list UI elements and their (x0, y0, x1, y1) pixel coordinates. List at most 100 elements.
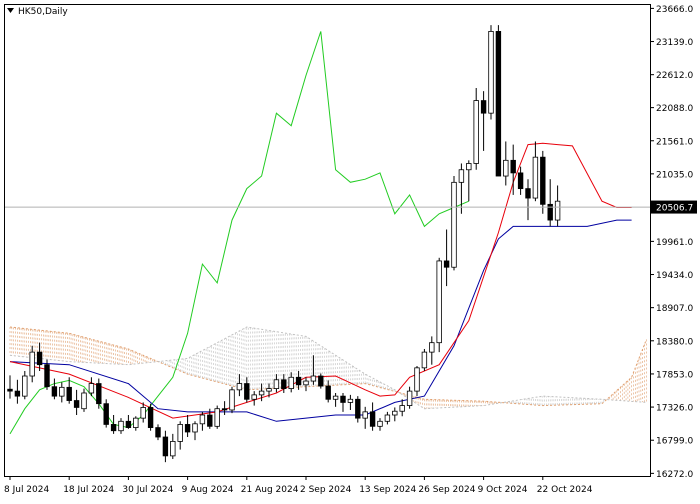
candle-body (88, 383, 95, 394)
candle-body (44, 364, 50, 388)
x-tick-label: 18 Jul 2024 (63, 485, 114, 495)
candle-body (177, 424, 183, 442)
candle-body (125, 420, 132, 428)
candle (110, 415, 117, 434)
x-tick-label: 8 Jul 2024 (4, 485, 49, 495)
candle (14, 379, 21, 404)
candle (458, 163, 465, 214)
candle-body (59, 386, 65, 397)
candle-body (384, 414, 391, 422)
y-tick-label: 22088.0 (656, 104, 693, 114)
candle (51, 378, 58, 400)
candle-body (355, 398, 361, 419)
candle-body (540, 156, 546, 205)
y-tick-label: 17326.0 (656, 404, 693, 414)
x-tick-label: 22 Oct 2024 (537, 485, 593, 495)
candle-body (184, 424, 191, 433)
candle-body (406, 390, 413, 406)
y-tick-label: 21035.0 (656, 170, 693, 180)
candle (384, 411, 391, 425)
candle (414, 365, 420, 397)
candle (7, 375, 13, 399)
candle (325, 380, 331, 403)
candle (133, 416, 139, 431)
candle-body (288, 376, 294, 389)
candle-body (66, 386, 72, 401)
candle (251, 391, 257, 406)
candle-body (162, 436, 169, 457)
current-price-label: 20506.7 (656, 204, 693, 214)
x-tick-label: 30 Jul 2024 (122, 485, 173, 495)
price-axis[interactable]: 23666.0 23139.0 22612.0 22088.0 21561.0 21035… (650, 5, 697, 480)
x-tick-label: 26 Sep 2024 (418, 485, 475, 495)
candle (310, 355, 317, 385)
candle (421, 348, 428, 371)
candle-body (51, 386, 58, 397)
candle-body (36, 351, 43, 366)
senkou-span-a-line (9, 326, 647, 407)
candle-body (199, 414, 206, 425)
candle-body (140, 407, 146, 419)
candle-body (377, 420, 383, 427)
candle (73, 389, 80, 416)
candle (340, 392, 346, 412)
candle-body (547, 203, 553, 221)
candles (7, 25, 561, 463)
candle (406, 386, 413, 409)
candle-body (29, 351, 35, 377)
candle-body (473, 100, 479, 164)
candle (184, 415, 191, 438)
candle-body (310, 375, 317, 382)
candle-body (429, 342, 435, 353)
candle-body (7, 388, 13, 392)
candle (303, 377, 309, 392)
triangle-down-icon[interactable] (7, 8, 14, 13)
candle (140, 402, 146, 423)
candle (118, 418, 124, 434)
time-axis[interactable]: 8 Jul 2024 18 Jul 2024 30 Jul 2024 9 Aug 20… (4, 476, 593, 495)
candle-body (414, 367, 420, 392)
candle (473, 88, 479, 170)
candle (22, 370, 28, 400)
candle-body (266, 388, 272, 392)
candle-body (281, 379, 287, 389)
candle (221, 401, 228, 416)
candle-body (525, 188, 531, 199)
chart-title: HK50,Daily (18, 7, 68, 17)
y-tick-label: 17853.0 (656, 370, 693, 380)
candle-body (22, 375, 28, 397)
candle-body (503, 159, 509, 177)
y-tick-label: 18380.0 (656, 337, 693, 347)
candle (229, 386, 235, 414)
plot-frame (4, 4, 651, 477)
candle (103, 399, 109, 428)
candle-body (362, 411, 368, 419)
candle-body (392, 410, 398, 416)
candle (96, 378, 102, 409)
candle-body (133, 417, 139, 428)
y-tick-label: 19961.0 (656, 238, 693, 248)
candle (177, 421, 183, 450)
candle-body (340, 395, 346, 403)
candle (199, 411, 206, 431)
candle-body (347, 398, 354, 403)
candle-body (192, 423, 198, 433)
candle-body (510, 159, 516, 174)
candle-body (258, 390, 265, 396)
candle (332, 392, 339, 407)
candle (540, 150, 546, 214)
x-tick-label: 13 Sep 2024 (359, 485, 416, 495)
candle-body (399, 405, 405, 412)
candle (547, 179, 553, 227)
candle (36, 342, 43, 371)
candle (436, 257, 442, 353)
candle (443, 229, 450, 287)
y-tick-label: 18907.0 (656, 304, 693, 314)
y-tick-label: 21561.0 (656, 137, 693, 147)
candle (362, 406, 368, 429)
candle (288, 372, 294, 393)
candle (466, 160, 472, 202)
candle (355, 396, 361, 423)
candle (214, 405, 220, 429)
